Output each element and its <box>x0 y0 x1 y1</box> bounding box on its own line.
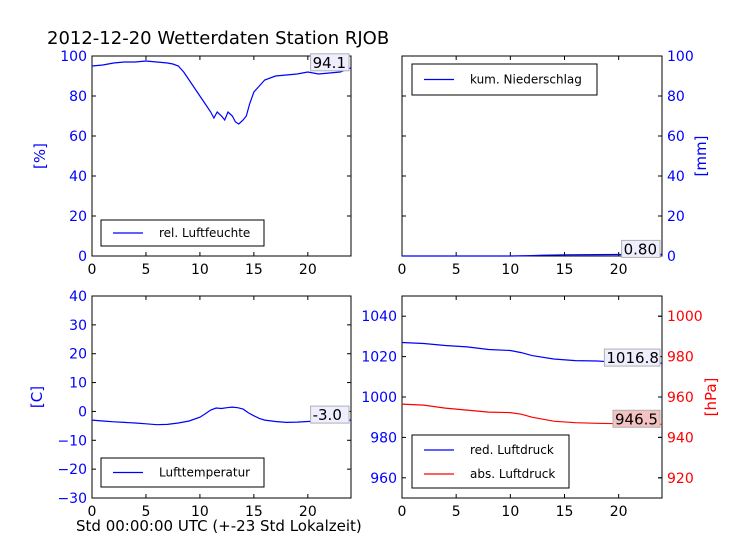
legend-box <box>411 434 570 489</box>
value-annotation-box <box>603 348 661 367</box>
value-annotation: 94.1 <box>313 54 346 72</box>
y-tick-label: 20 <box>69 209 87 225</box>
y-tick-label: 80 <box>69 89 87 105</box>
y-tick-label: 1000 <box>361 390 397 406</box>
y-tick-label-right: 40 <box>667 169 685 185</box>
x-tick-label: 5 <box>452 504 461 520</box>
x-tick-label: 10 <box>191 504 209 520</box>
series-line-0 <box>91 60 352 125</box>
y-tick-label: 980 <box>370 430 397 446</box>
y-tick-label-right: 1000 <box>667 309 703 325</box>
x-tick-label: 15 <box>556 262 574 278</box>
y-tick-label: 60 <box>69 129 87 145</box>
legend-label: Lufttemperatur <box>159 466 250 480</box>
y-axis-label: [%] <box>31 143 49 169</box>
y-tick-label: −30 <box>57 491 87 507</box>
y-tick-label-right: 60 <box>667 129 685 145</box>
y-axis-label: [mm] <box>692 136 710 177</box>
x-axis-caption: Std 00:00:00 UTC (+-23 Std Lokalzeit) <box>76 517 362 535</box>
plot-frame <box>91 55 352 257</box>
x-tick-label: 0 <box>398 262 407 278</box>
x-tick-label: 10 <box>501 262 519 278</box>
x-tick-label: 20 <box>299 262 317 278</box>
y-tick-label: 0 <box>78 404 87 420</box>
pressure-panel: 0 5 10 15 20 960 980 1000 1020 1040 920 940 960 980 10… <box>361 295 720 520</box>
legend-label: kum. Niederschlag <box>470 73 582 87</box>
value-annotation-box <box>310 405 350 424</box>
y-tick-label-right: 960 <box>667 390 694 406</box>
y-tick-label-right: 940 <box>667 430 694 446</box>
y-tick-label: −10 <box>57 433 87 449</box>
legend-label: rel. Luftfeuchte <box>159 226 250 240</box>
value-annotation-box <box>310 53 350 72</box>
x-tick-label: 5 <box>452 262 461 278</box>
y-tick-label: 1020 <box>361 350 397 366</box>
legend-label: abs. Luftdruck <box>470 467 555 481</box>
value-annotation: 1016.8 <box>606 349 659 367</box>
humidity-panel: 0 5 10 15 20 0 20 40 60 80 100 [%] 94.1 rel. Luftfeuc… <box>31 49 352 278</box>
precipitation-panel: 0 5 10 15 20 0 20 40 60 80 100 [mm] 0.80 kum. Nieders… <box>398 49 710 278</box>
value-annotation: 946.5 <box>615 410 658 428</box>
y-tick-label: 20 <box>69 347 87 363</box>
y-tick-label: 30 <box>69 318 87 334</box>
figure-title: 2012-12-20 Wetterdaten Station RJOB <box>47 28 389 49</box>
x-tick-label: 15 <box>556 504 574 520</box>
value-annotation: 0.80 <box>624 240 657 258</box>
x-tick-label: 0 <box>88 262 97 278</box>
x-tick-label: 20 <box>610 504 628 520</box>
y-tick-label: 0 <box>78 249 87 265</box>
value-annotation-box <box>621 239 661 258</box>
y-tick-label: 960 <box>370 471 397 487</box>
x-tick-label: 10 <box>501 504 519 520</box>
y-tick-label-right: 80 <box>667 89 685 105</box>
value-annotation: -3.0 <box>313 406 342 424</box>
x-tick-label: 10 <box>191 262 209 278</box>
x-tick-label: 15 <box>245 504 263 520</box>
x-tick-label: 15 <box>245 262 263 278</box>
legend-label: red. Luftdruck <box>470 443 554 457</box>
series-line-0 <box>91 406 352 426</box>
x-tick-label: 0 <box>398 504 407 520</box>
x-tick-label: 5 <box>141 262 150 278</box>
temperature-panel: 0 5 10 15 20 −30 −20 −10 0 10 20 30 40 [C] -3.0 Lufttem… <box>28 289 352 520</box>
y-tick-label-right: 0 <box>667 249 676 265</box>
legend-box <box>100 219 265 247</box>
x-tick-label: 20 <box>299 504 317 520</box>
y-tick-label-right: 20 <box>667 209 685 225</box>
x-tick-label: 20 <box>610 262 628 278</box>
y-tick-label: 100 <box>60 49 87 65</box>
y-tick-label-right: 100 <box>667 49 694 65</box>
y-axis-label: [C] <box>28 386 46 408</box>
series-line-0 <box>402 253 663 257</box>
y-tick-label: 40 <box>69 289 87 305</box>
x-tick-label: 5 <box>141 504 150 520</box>
y-tick-label: 10 <box>69 376 87 392</box>
y-tick-label-right: 920 <box>667 471 694 487</box>
value-annotation-box <box>612 409 661 428</box>
y-tick-label: −20 <box>57 462 87 478</box>
x-tick-label: 0 <box>88 504 97 520</box>
y-tick-label-right: 980 <box>667 350 694 366</box>
y-tick-label: 40 <box>69 169 87 185</box>
y-axis-label: [hPa] <box>702 378 720 417</box>
plot-frame <box>91 295 352 499</box>
y-tick-label: 1040 <box>361 309 397 325</box>
